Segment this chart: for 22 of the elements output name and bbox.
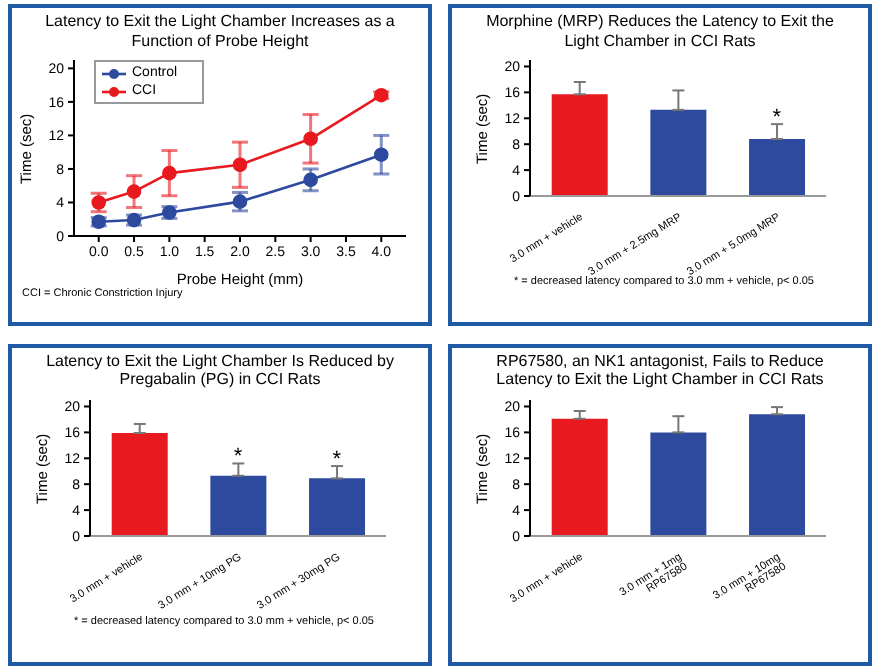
point: [126, 184, 142, 199]
bar: [650, 431, 707, 535]
point: [303, 131, 318, 147]
point: [303, 172, 318, 188]
bar: [749, 413, 806, 535]
bar: [551, 94, 608, 196]
chart-title: Latency to Exit the Light Chamber Is Reduced by Pregabalin (PG) in CCI Rats: [44, 351, 396, 391]
bar: [309, 477, 366, 535]
point: [232, 157, 248, 173]
bar: [551, 417, 608, 535]
bar: [111, 432, 168, 535]
annotation: *: [332, 446, 343, 471]
bar: [749, 139, 806, 196]
point: [162, 165, 177, 181]
annotation: *: [772, 105, 783, 130]
chart-title: Morphine (MRP) Reduces the Latency to Exit the Light Chamber in CCI Rats: [484, 12, 836, 52]
chart-title: RP67580, an NK1 antagonist, Fails to Reduce Latency to Exit the Light Chamber in CCI Rats: [494, 351, 826, 391]
chart-title: Latency to Exit the Light Chamber Increases as a Function of Probe Height: [43, 12, 397, 52]
annotation: *: [233, 444, 244, 469]
bar: [650, 109, 707, 196]
bar: [210, 474, 267, 535]
point: [373, 147, 389, 162]
